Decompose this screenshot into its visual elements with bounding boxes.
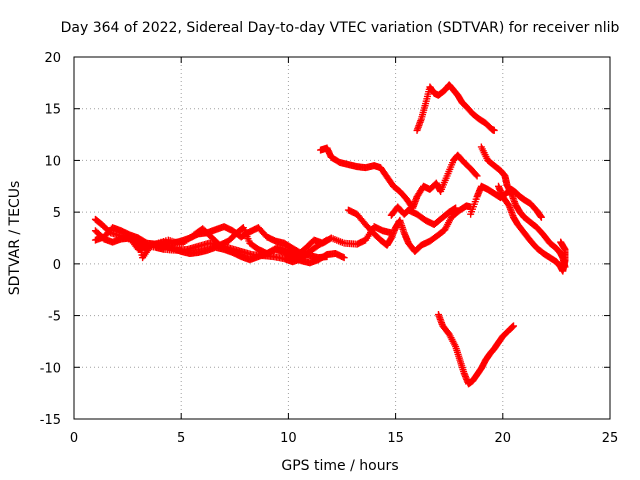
x-tick-label: 20 [495,431,512,446]
data-point [537,213,545,221]
series-track-e [317,144,481,212]
y-tick-label: 10 [44,154,61,169]
series-track-h [413,81,498,134]
x-tick-label: 0 [70,431,78,446]
y-tick-label: 20 [44,51,61,66]
series-track-k [495,182,569,275]
data-point [557,238,565,246]
chart-title: Day 364 of 2022, Sidereal Day-to-day VTE… [61,20,620,36]
series-track-c [91,227,348,267]
data-point [473,172,481,180]
series-track-j [477,143,569,271]
x-tick-label: 10 [280,431,297,446]
series-track-f [344,202,475,255]
series-track-g [387,203,460,229]
y-tick-labels: -15 -10 -5 0 5 10 15 20 [40,51,61,428]
series-track-d [134,223,395,262]
x-tick-labels: 0 5 10 15 20 25 [70,431,618,446]
x-axis-title: GPS time / hours [281,458,398,474]
y-tick-label: 5 [53,206,61,221]
y-tick-label: -10 [40,361,61,376]
data-point [340,254,348,262]
y-tick-label: -5 [48,310,61,325]
data-series [91,81,569,388]
data-point [510,322,518,330]
data-point [490,126,498,134]
data-point [472,171,480,179]
x-tick-label: 15 [387,431,404,446]
plot-frame [73,56,611,420]
y-tick-label: 0 [53,258,61,273]
data-point [452,204,460,212]
y-tick-label: 15 [44,103,61,118]
y-axis-title: SDTVAR / TECUs [7,181,23,296]
x-tick-label: 5 [177,431,185,446]
y-tick-label: -15 [40,413,61,428]
x-tick-label: 25 [602,431,619,446]
series-track-l [434,311,518,388]
